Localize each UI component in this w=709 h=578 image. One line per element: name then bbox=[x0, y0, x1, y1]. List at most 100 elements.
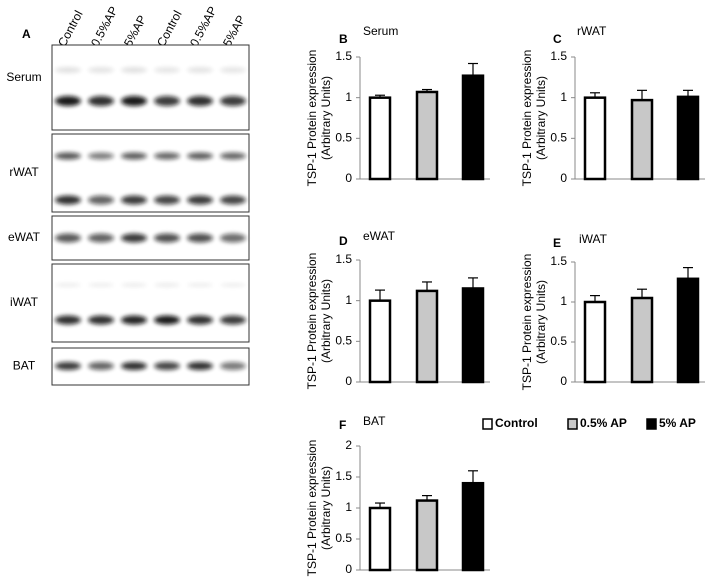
y-tick-label: 0 bbox=[345, 374, 352, 388]
blot-band bbox=[187, 152, 213, 160]
blot-band bbox=[121, 195, 147, 205]
legend-label: Control bbox=[495, 416, 538, 430]
y-tick-label: 1 bbox=[345, 90, 352, 104]
y-tick-label: 0 bbox=[560, 374, 567, 388]
chart-title: BAT bbox=[363, 414, 386, 428]
y-axis-label: TSP-1 Protein expression bbox=[305, 253, 319, 390]
blot-band bbox=[220, 283, 246, 287]
chart-title: eWAT bbox=[363, 229, 396, 243]
blot-band bbox=[121, 283, 147, 287]
chart-title: iWAT bbox=[579, 232, 608, 246]
blot-box bbox=[51, 215, 250, 261]
blot-band bbox=[55, 96, 81, 106]
y-tick-label: 0 bbox=[345, 562, 352, 576]
blot-band bbox=[88, 315, 114, 325]
blot-box bbox=[51, 133, 250, 213]
blot-band bbox=[187, 233, 213, 243]
blot-band bbox=[187, 283, 213, 287]
legend-swatch bbox=[567, 418, 578, 430]
y-axis-label: TSP-1 Protein expression bbox=[305, 440, 319, 577]
y-tick-label: 0.5 bbox=[335, 131, 352, 145]
blot-band bbox=[88, 195, 114, 205]
panel-label: C bbox=[553, 32, 562, 46]
bar bbox=[415, 499, 439, 572]
bar bbox=[368, 299, 392, 384]
y-axis-label: (Arbitrary Units) bbox=[319, 76, 333, 160]
blot-band bbox=[121, 96, 147, 106]
y-tick-label: 0.5 bbox=[335, 334, 352, 348]
blot-band bbox=[154, 315, 180, 325]
row-label: BAT bbox=[13, 359, 36, 373]
blot-box bbox=[51, 347, 250, 386]
blot-band bbox=[187, 315, 213, 325]
y-tick-label: 0.5 bbox=[550, 334, 567, 348]
y-tick-label: 0.5 bbox=[550, 131, 567, 145]
blot-band bbox=[88, 233, 114, 243]
blot-band bbox=[55, 152, 81, 160]
blot-band bbox=[220, 315, 246, 325]
panel-label: D bbox=[339, 234, 348, 248]
blot-band bbox=[220, 96, 246, 106]
blot-band bbox=[121, 362, 147, 370]
panel-label: F bbox=[339, 418, 346, 432]
bar bbox=[461, 481, 485, 572]
row-label: eWAT bbox=[8, 230, 41, 244]
row-label: rWAT bbox=[9, 165, 39, 179]
blot-band bbox=[220, 233, 246, 243]
blot-band bbox=[88, 283, 114, 287]
y-tick-label: 1 bbox=[560, 90, 567, 104]
bar bbox=[461, 74, 485, 181]
y-tick-label: 0.5 bbox=[335, 531, 352, 545]
y-tick-label: 1.5 bbox=[335, 252, 352, 266]
bar bbox=[583, 96, 607, 181]
blot-band bbox=[121, 315, 147, 325]
bar bbox=[676, 95, 700, 181]
chart-title: Serum bbox=[363, 24, 398, 38]
blot-band bbox=[220, 67, 246, 73]
panel-label: B bbox=[339, 32, 348, 46]
blot-band bbox=[220, 362, 246, 370]
blot-band bbox=[88, 96, 114, 106]
y-tick-label: 1.5 bbox=[550, 254, 567, 268]
bar bbox=[583, 300, 607, 384]
y-axis-label: TSP-1 Protein expression bbox=[520, 50, 534, 187]
blot-band bbox=[154, 67, 180, 73]
blot-band bbox=[88, 362, 114, 370]
bar bbox=[368, 96, 392, 181]
blot-box bbox=[51, 44, 250, 131]
y-axis-label: (Arbitrary Units) bbox=[534, 280, 548, 364]
blot-band bbox=[187, 96, 213, 106]
blot-band bbox=[55, 195, 81, 205]
y-tick-label: 1.5 bbox=[335, 49, 352, 63]
blot-band bbox=[55, 283, 81, 287]
panel-label: A bbox=[22, 27, 31, 41]
y-tick-label: 1.5 bbox=[335, 469, 352, 483]
y-tick-label: 1 bbox=[345, 293, 352, 307]
blot-band bbox=[121, 233, 147, 243]
blot-band bbox=[187, 195, 213, 205]
bar bbox=[630, 98, 654, 181]
legend-swatch bbox=[646, 418, 657, 430]
bar bbox=[461, 287, 485, 384]
blot-band bbox=[220, 195, 246, 205]
bar bbox=[415, 289, 439, 384]
blot-band bbox=[154, 283, 180, 287]
bar bbox=[415, 90, 439, 181]
y-axis-label: (Arbitrary Units) bbox=[534, 76, 548, 160]
bar bbox=[630, 296, 654, 384]
bar bbox=[368, 506, 392, 572]
row-label: iWAT bbox=[10, 295, 39, 309]
panel-label: E bbox=[553, 236, 561, 250]
y-axis-label: (Arbitrary Units) bbox=[319, 279, 333, 363]
y-tick-label: 1.5 bbox=[550, 49, 567, 63]
y-axis-label: TSP-1 Protein expression bbox=[305, 50, 319, 187]
y-tick-label: 1 bbox=[560, 294, 567, 308]
blot-band bbox=[154, 233, 180, 243]
blot-band bbox=[187, 67, 213, 73]
blot-band bbox=[55, 67, 81, 73]
blot-band bbox=[220, 152, 246, 160]
y-tick-label: 0 bbox=[345, 171, 352, 185]
legend-swatch bbox=[482, 418, 493, 430]
y-axis-label: (Arbitrary Units) bbox=[319, 466, 333, 550]
